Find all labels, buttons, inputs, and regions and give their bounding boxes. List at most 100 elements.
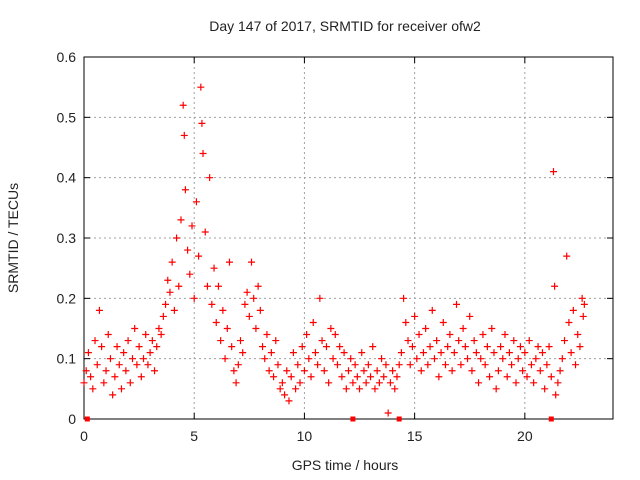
- data-point: [532, 355, 540, 363]
- data-point: [151, 367, 159, 375]
- data-point: [95, 306, 103, 314]
- data-point: [281, 391, 289, 399]
- data-point: [241, 300, 249, 308]
- data-point: [439, 318, 447, 326]
- data-point: [274, 361, 282, 369]
- data-point: [510, 337, 518, 345]
- data-point: [433, 337, 441, 345]
- data-point: [413, 355, 421, 363]
- data-point: [430, 355, 438, 363]
- data-point: [538, 349, 546, 357]
- data-point: [389, 367, 397, 375]
- data-point: [406, 361, 414, 369]
- data-point: [89, 385, 97, 393]
- data-point: [391, 385, 399, 393]
- data-point: [265, 367, 273, 375]
- data-point: [549, 168, 557, 176]
- y-tick-label: 0.4: [57, 170, 77, 186]
- data-point: [254, 282, 262, 290]
- data-point: [292, 385, 300, 393]
- data-point: [448, 367, 456, 375]
- data-point: [106, 355, 114, 363]
- data-point: [305, 355, 313, 363]
- data-point: [232, 379, 240, 387]
- chart-title: Day 147 of 2017, SRMTID for receiver ofw…: [209, 18, 481, 34]
- data-point: [340, 349, 348, 357]
- data-point: [345, 367, 352, 375]
- data-point: [261, 355, 269, 363]
- data-point: [351, 361, 359, 369]
- data-point: [314, 361, 322, 369]
- data-point: [153, 343, 161, 351]
- data-point: [225, 258, 233, 266]
- data-point: [82, 367, 90, 375]
- data-point: [579, 312, 587, 320]
- y-tick-label: 0.6: [57, 49, 77, 65]
- data-point: [252, 325, 260, 332]
- data-point: [576, 343, 584, 351]
- data-point: [111, 373, 119, 381]
- data-point: [373, 367, 381, 375]
- data-point: [466, 312, 474, 320]
- data-point: [397, 349, 405, 357]
- data-point: [567, 349, 575, 357]
- data-point: [173, 234, 181, 242]
- data-point: [378, 355, 386, 363]
- data-point: [175, 282, 183, 290]
- data-point: [80, 379, 88, 387]
- data-point: [250, 294, 258, 302]
- data-point: [214, 282, 222, 290]
- data-point: [386, 379, 394, 387]
- data-point: [441, 361, 449, 369]
- data-point: [115, 361, 123, 369]
- data-point: [192, 198, 200, 206]
- data-point: [417, 367, 425, 375]
- x-tick-label: 15: [407, 428, 423, 444]
- data-point: [170, 306, 178, 314]
- data-point: [516, 343, 524, 351]
- data-point: [164, 276, 172, 284]
- data-point: [104, 331, 112, 339]
- data-point: [333, 361, 341, 369]
- data-point: [428, 306, 436, 314]
- data-point: [137, 373, 145, 381]
- data-point: [551, 282, 559, 290]
- data-point: [556, 367, 564, 375]
- data-point: [270, 373, 278, 381]
- data-point: [197, 83, 205, 91]
- data-point: [404, 337, 412, 345]
- data-point: [142, 331, 150, 339]
- data-point: [201, 228, 209, 236]
- data-point: [298, 343, 306, 351]
- data-point: [565, 318, 573, 326]
- data-point: [87, 373, 95, 381]
- data-point: [276, 385, 284, 393]
- data-point: [113, 343, 121, 351]
- data-point: [133, 361, 141, 369]
- data-point: [514, 355, 522, 363]
- data-point: [408, 343, 416, 351]
- data-point: [195, 252, 203, 260]
- data-point: [263, 331, 271, 339]
- data-point: [411, 312, 419, 320]
- data-point: [574, 331, 582, 339]
- data-point: [109, 391, 117, 399]
- data-point: [128, 355, 136, 363]
- data-point: [475, 379, 483, 387]
- data-point: [294, 361, 302, 369]
- data-point: [501, 331, 509, 339]
- data-point: [267, 349, 275, 357]
- data-point: [424, 361, 432, 369]
- data-point: [367, 373, 375, 381]
- axis-marker: [396, 416, 402, 422]
- y-tick-label: 0.2: [57, 290, 77, 306]
- data-point: [180, 131, 188, 139]
- data-point: [527, 361, 535, 369]
- data-point: [444, 343, 452, 351]
- data-point: [536, 367, 544, 375]
- data-point: [338, 373, 346, 381]
- data-point: [117, 385, 125, 393]
- data-point: [490, 349, 498, 357]
- data-point: [221, 355, 229, 363]
- data-point: [483, 343, 491, 351]
